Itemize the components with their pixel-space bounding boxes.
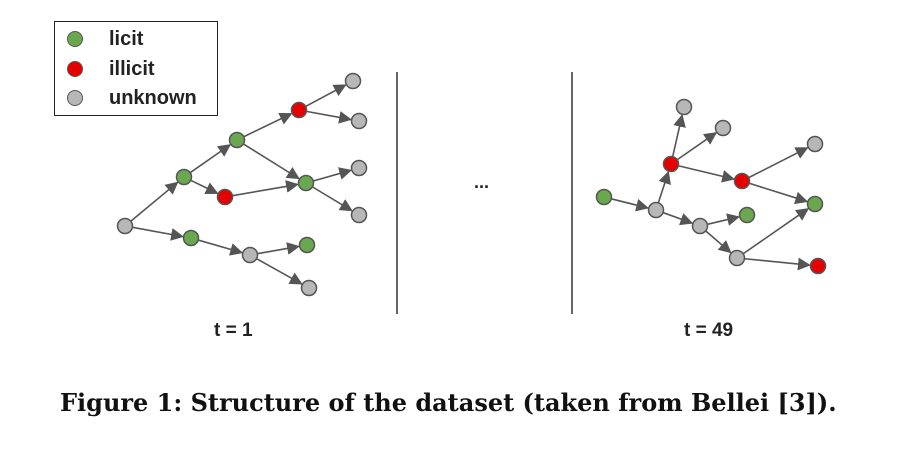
- node-licit: [298, 236, 316, 254]
- edge-d-h: [232, 180, 299, 197]
- node-unknown: [350, 159, 368, 177]
- node-unknown: [344, 72, 362, 90]
- node-unknown: [728, 249, 746, 267]
- node-licit: [228, 131, 246, 149]
- edge-y-z: [707, 213, 740, 226]
- node-illicit: [216, 188, 234, 206]
- edge-h-j: [312, 186, 353, 212]
- panel-t49-graph: [595, 98, 827, 275]
- edge-e-f: [305, 84, 347, 108]
- legend-item-licit: licit: [67, 26, 143, 52]
- panel-label-t1: t = 1: [214, 320, 253, 341]
- node-licit: [595, 188, 613, 206]
- legend-label-unknown: unknown: [109, 86, 197, 109]
- edge-l-n: [256, 257, 303, 285]
- node-unknown: [116, 217, 134, 235]
- node-unknown: [691, 217, 709, 235]
- edge-c-h: [242, 143, 300, 180]
- licit-dot-icon: [67, 31, 83, 47]
- node-licit: [182, 229, 200, 247]
- node-unknown: [241, 246, 259, 264]
- edge-b-d: [190, 179, 219, 194]
- node-licit: [738, 206, 756, 224]
- node-licit: [806, 195, 824, 213]
- edge-a-b: [130, 181, 179, 222]
- edge-r-u: [676, 132, 718, 161]
- panel-label-t49: t = 49: [684, 320, 734, 341]
- edge-v-x: [748, 182, 809, 205]
- illicit-dot-icon: [67, 61, 83, 77]
- node-unknown: [300, 279, 318, 297]
- node-unknown: [350, 206, 368, 224]
- ellipsis: ...: [474, 172, 490, 192]
- edge-c-e: [243, 112, 293, 138]
- node-licit: [175, 168, 193, 186]
- node-illicit: [662, 155, 680, 173]
- edge-r-v: [678, 164, 735, 183]
- edge-p-q: [611, 198, 649, 212]
- node-unknown: [647, 201, 665, 219]
- edge-q-r: [657, 170, 671, 204]
- node-illicit: [733, 172, 751, 190]
- node-licit: [297, 174, 315, 192]
- node-unknown: [675, 98, 693, 116]
- node-unknown: [806, 135, 824, 153]
- node-illicit: [290, 101, 308, 119]
- node-illicit: [809, 257, 827, 275]
- edge-e-g: [306, 110, 352, 124]
- unknown-dot-icon: [67, 90, 83, 106]
- edge-y-aa: [705, 230, 732, 254]
- edge-l-m: [257, 242, 300, 255]
- edge-v-w: [748, 147, 809, 179]
- edge-a-k: [132, 226, 184, 241]
- edge-k-l: [197, 239, 244, 256]
- node-unknown: [350, 112, 368, 130]
- legend-label-illicit: illicit: [109, 57, 155, 80]
- node-unknown: [714, 119, 732, 137]
- legend: licit illicit unknown: [54, 21, 218, 116]
- edge-r-s: [671, 114, 686, 157]
- edge-h-i: [312, 167, 353, 182]
- legend-item-unknown: unknown: [67, 85, 197, 111]
- edge-q-y: [662, 211, 694, 226]
- legend-item-illicit: illicit: [67, 56, 155, 82]
- legend-label-licit: licit: [109, 27, 144, 50]
- edge-aa-x: [742, 208, 810, 255]
- panel-t1-graph: [116, 72, 368, 297]
- figure-caption: Figure 1: Structure of the dataset (take…: [60, 388, 837, 417]
- edge-b-c: [189, 144, 232, 174]
- edge-aa-bb: [744, 257, 811, 271]
